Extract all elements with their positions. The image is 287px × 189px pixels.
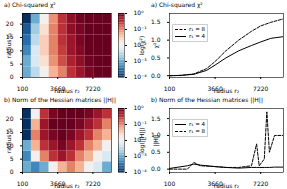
svg-text:radius r₂: radius r₂: [54, 182, 80, 189]
svg-text:0.0: 0.0: [151, 72, 161, 79]
svg-text:||H||: ||H||: [152, 134, 160, 147]
svg-text:0.5: 0.5: [151, 148, 161, 155]
svg-text:1.0: 1.0: [151, 36, 161, 43]
svg-text:log(||H||): log(||H||): [138, 127, 146, 153]
svg-text:5: 5: [10, 155, 14, 162]
svg-text:7220: 7220: [253, 85, 268, 92]
svg-text:1.5: 1.5: [151, 115, 161, 122]
svg-text:10⁻³: 10⁻³: [134, 57, 148, 64]
html-text:a) Chi-squared χ²: a) Chi-squared χ²: [151, 1, 203, 8]
html-text:b) Norm of the Hessian matrice: b) Norm of the Hessian matrices ||H||: [151, 96, 263, 103]
svg-text:10⁻⁴: 10⁻⁴: [134, 73, 148, 80]
svg-text:10⁻²: 10⁻²: [133, 136, 147, 144]
svg-text:100: 100: [17, 85, 29, 92]
svg-text:10⁻¹: 10⁻¹: [134, 25, 148, 32]
html-text:a) Chi-squared χ²: a) Chi-squared χ²: [4, 1, 56, 8]
svg-text:0: 0: [10, 73, 14, 80]
html-text:r₁ = 8: r₁ = 8: [189, 26, 206, 32]
svg-text:1.5: 1.5: [151, 18, 161, 25]
svg-text:100: 100: [164, 85, 176, 92]
svg-text:0.0: 0.0: [151, 165, 161, 172]
svg-text:10⁰: 10⁰: [134, 104, 145, 111]
svg-text:20: 20: [6, 115, 14, 122]
html-text:r₁ = 4: r₁ = 4: [189, 33, 206, 39]
svg-text:10⁻³: 10⁻³: [133, 152, 147, 160]
svg-text:5: 5: [10, 60, 14, 67]
svg-text:20: 20: [6, 20, 14, 27]
svg-text:10⁻⁴: 10⁻⁴: [134, 168, 148, 175]
svg-text:7220: 7220: [85, 180, 100, 187]
html-text:r₁ = 4: r₁ = 4: [189, 121, 206, 127]
html-text:r₁ = 8: r₁ = 8: [189, 128, 206, 134]
html-text:b) Norm of the Hessian matrice: b) Norm of the Hessian matrices ||H||: [4, 96, 116, 103]
svg-text:log(χ²): log(χ²): [138, 36, 146, 56]
svg-text:10⁰: 10⁰: [134, 9, 145, 16]
svg-text:100: 100: [17, 180, 29, 187]
svg-text:10⁻¹: 10⁻¹: [134, 120, 148, 127]
svg-text:0: 0: [10, 168, 14, 175]
svg-text:10⁻²: 10⁻²: [133, 41, 147, 49]
svg-text:7220: 7220: [253, 180, 268, 187]
svg-text:radius r₂: radius r₂: [214, 87, 240, 94]
svg-text:radius r₁: radius r₁: [5, 32, 12, 58]
svg-text:radius r₁: radius r₁: [5, 127, 12, 153]
svg-text:radius r₂: radius r₂: [214, 182, 240, 189]
svg-text:radius r₂: radius r₂: [54, 87, 80, 94]
svg-text:7220: 7220: [85, 85, 100, 92]
svg-text:χ²: χ²: [152, 42, 160, 48]
svg-text:100: 100: [164, 180, 176, 187]
svg-text:0.5: 0.5: [151, 54, 161, 61]
